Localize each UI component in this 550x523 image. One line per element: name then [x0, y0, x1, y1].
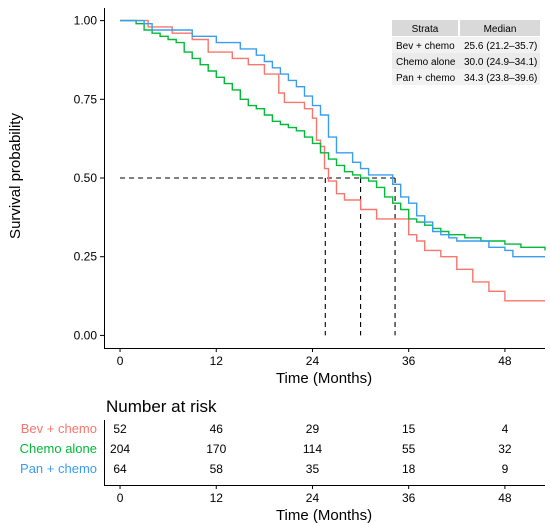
strata-header-strata: Strata: [412, 24, 439, 35]
risk-row-label: Bev + chemo: [21, 421, 97, 436]
y-tick-label: 0.25: [74, 250, 98, 264]
x-tick-label: 36: [402, 354, 416, 368]
risk-count: 204: [110, 442, 130, 456]
x-ticks: 0 12 24 36 48: [117, 348, 512, 368]
risk-count: 29: [306, 422, 320, 436]
risk-x-tick-label: 24: [306, 491, 320, 505]
risk-count: 58: [210, 462, 224, 476]
strata-row-name: Pan + chemo: [396, 73, 456, 84]
strata-table: Strata Median Bev + chemo 25.6 (21.2–35.…: [392, 20, 540, 85]
x-tick-label: 24: [306, 354, 320, 368]
risk-count: 9: [502, 462, 509, 476]
risk-table-title: Number at risk: [106, 397, 217, 416]
risk-row-label: Pan + chemo: [20, 461, 97, 476]
strata-row-median: 25.6 (21.2–35.7): [464, 41, 537, 52]
x-tick-label: 48: [498, 354, 512, 368]
risk-count: 4: [502, 422, 509, 436]
strata-row-bg: [392, 53, 540, 69]
risk-count: 64: [113, 462, 127, 476]
strata-row-name: Bev + chemo: [396, 41, 455, 52]
strata-header-median: Median: [484, 24, 517, 35]
y-tick-label: 0.75: [74, 92, 98, 106]
risk-count: 15: [402, 422, 416, 436]
x-tick-label: 0: [117, 354, 124, 368]
risk-x-tick-label: 12: [210, 491, 224, 505]
risk-count: 170: [206, 442, 226, 456]
strata-header-bg: [392, 20, 540, 36]
strata-row-bg: [392, 37, 540, 53]
x-axis-label: Time (Months): [276, 370, 372, 387]
y-tick-label: 0.50: [74, 171, 98, 185]
risk-row-label: Chemo alone: [20, 441, 97, 456]
strata-row-median: 30.0 (24.9–34.1): [464, 57, 537, 68]
risk-x-ticks: 0 12 24 36 48: [117, 485, 512, 505]
x-tick-label: 12: [210, 354, 224, 368]
km-plot: Survival probability 0.00 0.25 0.50 0.75 1.0…: [7, 8, 546, 387]
risk-count: 114: [303, 442, 322, 456]
y-tick-label: 0.00: [74, 328, 98, 342]
y-ticks: 0.00 0.25 0.50 0.75 1.00: [74, 14, 104, 342]
median-lines: [120, 177, 396, 336]
y-tick-label: 1.00: [74, 14, 98, 28]
survival-curve: [120, 19, 545, 302]
survival-curves: [120, 19, 546, 302]
y-axis-label: Survival probability: [7, 113, 24, 239]
survival-curve: [120, 19, 546, 251]
risk-count: 46: [210, 422, 224, 436]
risk-x-axis-label: Time (Months): [276, 507, 372, 523]
risk-table-rows: Bev + chemo 52 46 29 15 4 Chemo alone 204 170 114…: [20, 421, 512, 476]
risk-count: 55: [402, 442, 416, 456]
risk-x-tick-label: 48: [498, 491, 512, 505]
strata-row-name: Chemo alone: [396, 57, 456, 68]
risk-table: Number at risk Bev + chemo 52 46 29 15 4 Chemo…: [20, 397, 545, 523]
risk-count: 32: [498, 442, 512, 456]
survival-curve: [120, 19, 545, 258]
risk-x-tick-label: 0: [117, 491, 124, 505]
risk-x-tick-label: 36: [402, 491, 416, 505]
strata-row-bg: [392, 69, 540, 85]
risk-count: 52: [113, 422, 127, 436]
strata-row-median: 34.3 (23.8–39.6): [464, 73, 537, 84]
risk-count: 35: [306, 462, 320, 476]
risk-count: 18: [402, 462, 416, 476]
